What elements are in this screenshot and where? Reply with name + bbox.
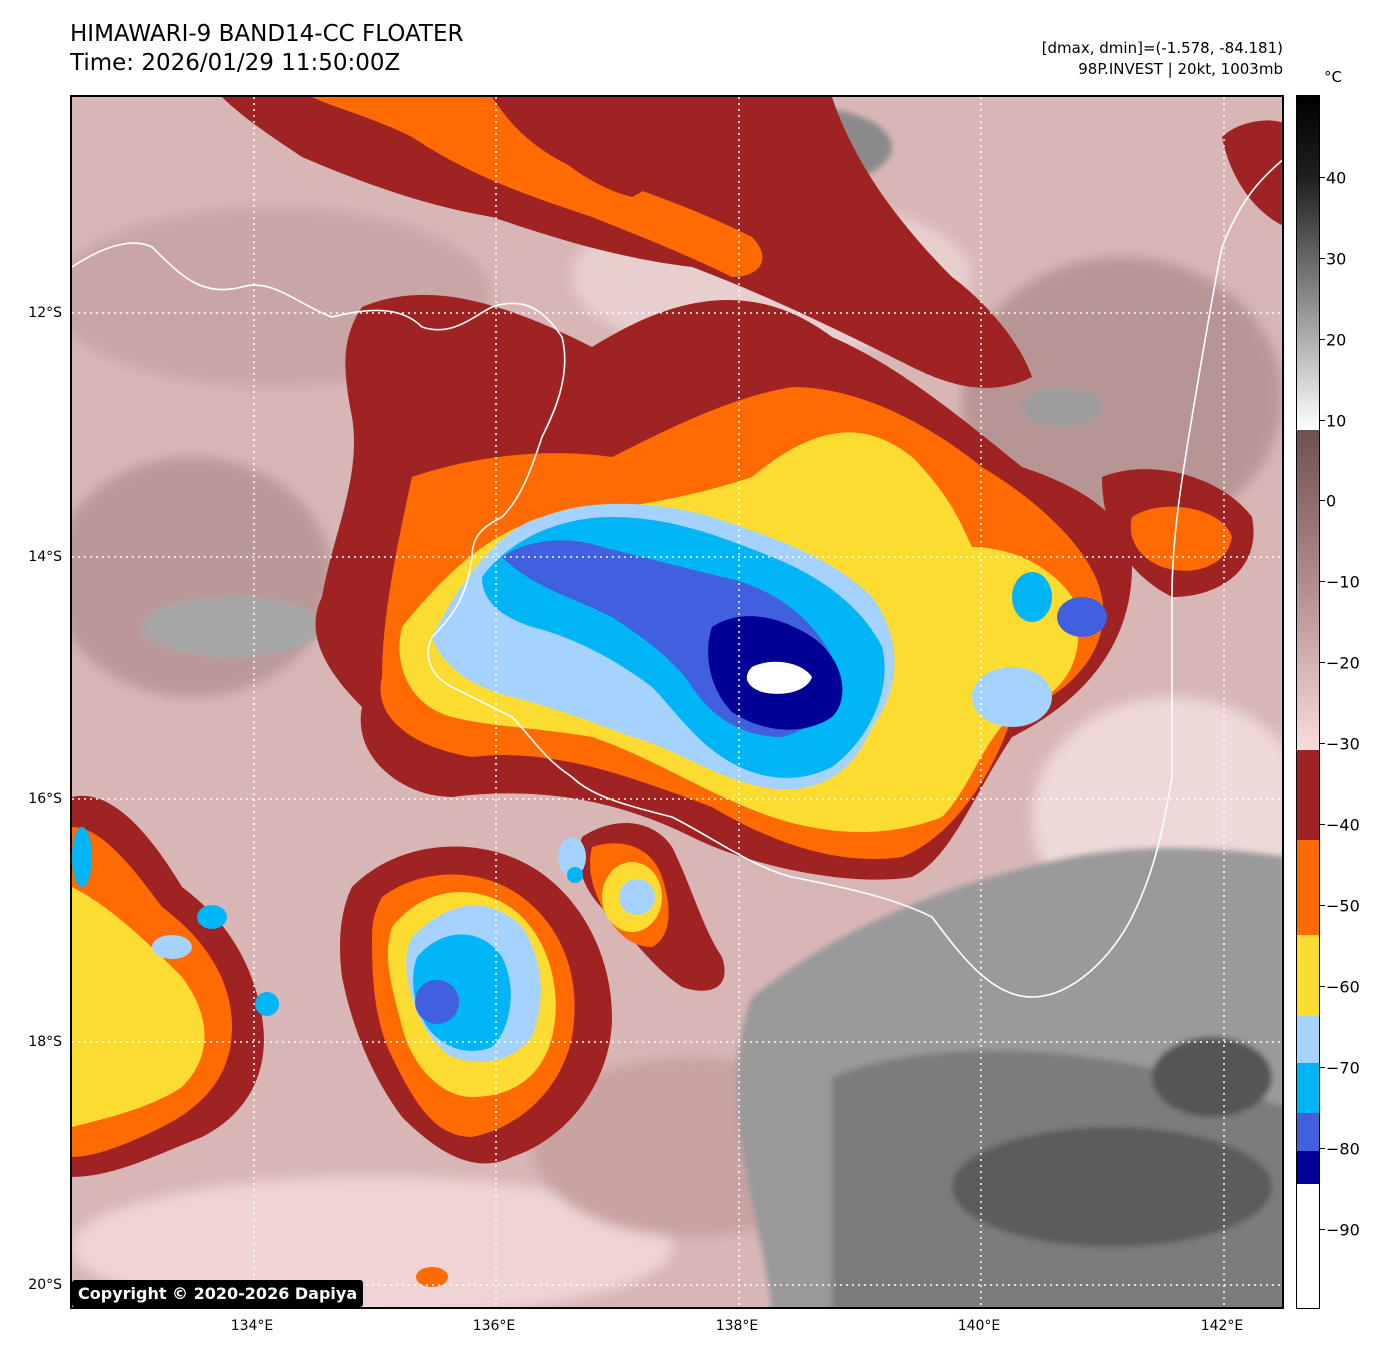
lat-label-12s: 12°S [28, 305, 62, 321]
colorbar-tick-0: 0 [1326, 491, 1337, 511]
colorbar-tick-minus40: −40 [1326, 815, 1360, 835]
observation-time: Time: 2026/01/29 11:50:00Z [70, 50, 401, 76]
colorbar-tickmark [1320, 743, 1325, 744]
colorbar-tickmark [1320, 905, 1325, 906]
main-convection [222, 97, 1282, 880]
colorbar-tick-minus10: −10 [1326, 572, 1360, 592]
satellite-map[interactable] [70, 95, 1284, 1309]
colorbar-tickmark [1320, 662, 1325, 663]
colorbar-tickmark [1320, 824, 1325, 825]
temperature-colorbar [1296, 95, 1320, 1309]
colorbar-tickmark [1320, 1148, 1325, 1149]
colorbar-tickmark [1320, 177, 1325, 178]
colorbar-tickmark [1320, 420, 1325, 421]
colorbar-tick-20: 20 [1326, 330, 1347, 350]
colorbar-tickmark [1320, 500, 1325, 501]
colorbar-tick-minus50: −50 [1326, 896, 1360, 916]
colorbar-tick-minus60: −60 [1326, 977, 1360, 997]
colorbar-tick-minus30: −30 [1326, 734, 1360, 754]
lat-label-16s: 16°S [28, 791, 62, 807]
southern-convection [72, 795, 725, 1287]
colorbar-tick-minus90: −90 [1326, 1220, 1360, 1240]
title-block: HIMAWARI-9 BAND14-CC FLOATER Time: 2026/… [70, 20, 463, 78]
colorbar-tick-10: 10 [1326, 411, 1347, 431]
coastline [72, 159, 1282, 998]
colorbar-unit: °C [1324, 68, 1342, 86]
satellite-imagery [72, 97, 1282, 1307]
colorbar-tick-minus70: −70 [1326, 1058, 1360, 1078]
colorbar-tickmark [1320, 339, 1325, 340]
storm-metadata: [dmax, dmin]=(-1.578, -84.181) 98P.INVES… [1042, 38, 1283, 80]
lat-label-14s: 14°S [28, 549, 62, 565]
colorbar-tick-minus80: −80 [1326, 1139, 1360, 1159]
product-title: HIMAWARI-9 BAND14-CC FLOATER [70, 21, 464, 47]
colorbar-tick-40: 40 [1326, 168, 1347, 188]
colorbar-tickmark [1320, 581, 1325, 582]
colorbar-gradient [1297, 96, 1319, 1308]
colorbar-tickmark [1320, 986, 1325, 987]
lat-label-18s: 18°S [28, 1034, 62, 1050]
lon-label-138e: 138°E [715, 1318, 759, 1334]
graticule [72, 97, 1282, 1307]
colorbar-tickmark [1320, 1067, 1325, 1068]
copyright-badge: Copyright © 2020-2026 Dapiya [72, 1280, 364, 1307]
storm-info: 98P.INVEST | 20kt, 1003mb [1078, 60, 1283, 78]
lon-label-136e: 136°E [472, 1318, 516, 1334]
dmax-dmin-readout: [dmax, dmin]=(-1.578, -84.181) [1041, 39, 1283, 57]
lon-label-142e: 142°E [1200, 1318, 1244, 1334]
colorbar-tick-30: 30 [1326, 249, 1347, 269]
clear-sky-areas [142, 107, 1282, 1307]
lat-label-20s: 20°S [28, 1277, 62, 1293]
lon-label-134e: 134°E [230, 1318, 274, 1334]
lon-label-140e: 140°E [957, 1318, 1001, 1334]
colorbar-tick-minus20: −20 [1326, 653, 1360, 673]
colorbar-tickmark [1320, 1229, 1325, 1230]
colorbar-tickmark [1320, 258, 1325, 259]
